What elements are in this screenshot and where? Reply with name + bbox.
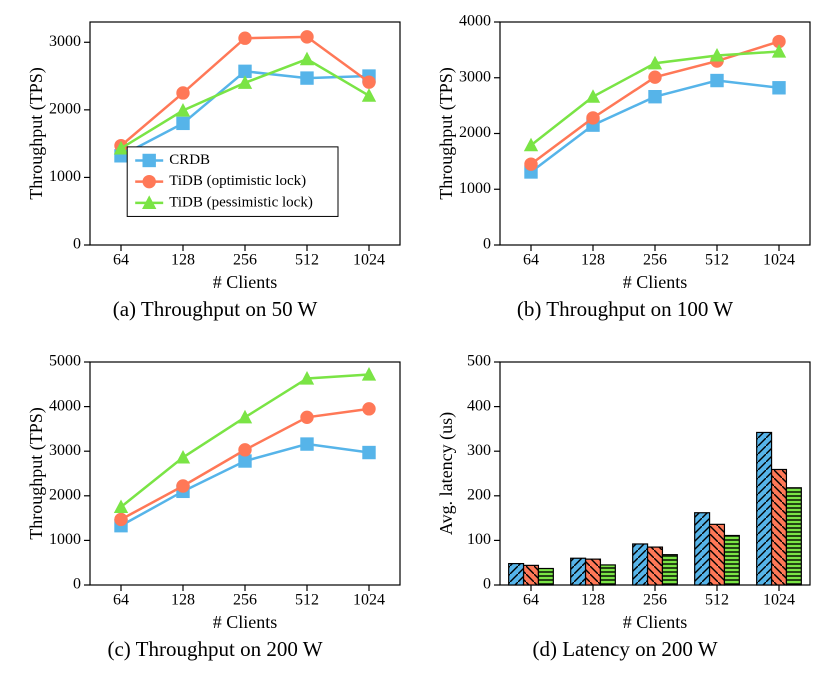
legend-label-crdb: CRDB (169, 152, 210, 168)
ytick-label: 2000 (459, 124, 491, 141)
bar-crdb (695, 513, 710, 585)
ytick-label: 500 (467, 353, 491, 370)
xtick-label: 512 (705, 251, 729, 268)
x-axis-label: # Clients (623, 612, 688, 632)
ytick-label: 3000 (49, 33, 81, 50)
ytick-label: 300 (467, 442, 491, 459)
xtick-label: 512 (295, 251, 319, 268)
bar-crdb (509, 564, 524, 585)
bar-tidb_opt (648, 547, 663, 585)
ytick-label: 4000 (459, 13, 491, 30)
ytick-label: 2000 (49, 486, 81, 503)
xtick-label: 1024 (353, 591, 385, 608)
bar-crdb (633, 544, 648, 585)
xtick-label: 128 (171, 591, 195, 608)
x-axis-label: # Clients (623, 272, 688, 292)
chart-b: 0 1000 2000 3000 4000 64 128 256 512 1024 # Client… (430, 10, 820, 310)
xtick-label: 1024 (763, 591, 795, 608)
bar-crdb (571, 558, 586, 585)
xtick-label: 256 (643, 591, 667, 608)
chart-c: 0 1000 2000 3000 4000 5000 64 128 256 512 1024 # Cl… (20, 350, 410, 650)
xtick-label: 256 (643, 251, 667, 268)
ytick-label: 0 (73, 576, 81, 593)
xtick-label: 128 (171, 251, 195, 268)
ytick-label: 3000 (459, 68, 491, 85)
line-series-tidb_opt (121, 37, 369, 146)
y-axis-label: Avg. latency (us) (436, 412, 457, 535)
bar-tidb_pes (662, 555, 677, 585)
ytick-label: 5000 (49, 353, 81, 370)
panel-a: 0 1000 2000 3000 64 128 256 512 1024 # Clients Thr… (20, 10, 410, 310)
caption-d: (d) Latency on 200 W (430, 637, 820, 662)
ytick-label: 2000 (49, 101, 81, 118)
bar-tidb_opt (772, 469, 787, 585)
x-axis-label: # Clients (213, 272, 278, 292)
chart-d: 0 100 200 300 400 500 64 128 256 512 1024 # Clients… (430, 350, 820, 650)
ytick-label: 100 (467, 531, 491, 548)
ytick-label: 3000 (49, 442, 81, 459)
bar-tidb_pes (724, 535, 739, 585)
xtick-label: 256 (233, 591, 257, 608)
ytick-label: 1000 (49, 531, 81, 548)
y-axis-label: Throughput (TPS) (436, 67, 457, 200)
xtick-label: 64 (113, 591, 129, 608)
ytick-label: 1000 (49, 168, 81, 185)
xtick-label: 64 (523, 251, 539, 268)
bar-tidb_opt (710, 524, 725, 585)
bar-tidb_pes (538, 568, 553, 585)
bar-crdb (757, 432, 772, 585)
ytick-label: 0 (73, 236, 81, 253)
xtick-label: 128 (581, 591, 605, 608)
ytick-label: 0 (483, 576, 491, 593)
bar-tidb_opt (586, 559, 601, 585)
xtick-label: 128 (581, 251, 605, 268)
bar-tidb_pes (600, 565, 615, 585)
xtick-label: 64 (523, 591, 539, 608)
legend: CRDB TiDB (optimistic lock) TiDB (pessimis… (127, 147, 338, 217)
xtick-label: 256 (233, 251, 257, 268)
y-axis-label: Throughput (TPS) (26, 67, 47, 200)
xtick-label: 1024 (353, 251, 385, 268)
legend-label-tidb_opt: TiDB (optimistic lock) (169, 173, 306, 189)
caption-b: (b) Throughput on 100 W (430, 297, 820, 322)
figure-root: 0100020003000641282565121024# ClientsThr… (0, 0, 832, 697)
bar-tidb_pes (786, 488, 801, 585)
xtick-label: 1024 (763, 251, 795, 268)
xtick-label: 64 (113, 251, 129, 268)
line-series-tidb_pes (121, 374, 369, 506)
xtick-label: 512 (295, 591, 319, 608)
legend-label-tidb_pes: TiDB (pessimistic lock) (169, 194, 313, 210)
caption-c: (c) Throughput on 200 W (20, 637, 410, 662)
ytick-label: 400 (467, 397, 491, 414)
chart-a: 0 1000 2000 3000 64 128 256 512 1024 # Clients Thr… (20, 10, 410, 310)
ytick-label: 4000 (49, 397, 81, 414)
x-axis-label: # Clients (213, 612, 278, 632)
ytick-label: 200 (467, 486, 491, 503)
xtick-label: 512 (705, 591, 729, 608)
bar-tidb_opt (524, 565, 539, 585)
ytick-label: 0 (483, 236, 491, 253)
ytick-label: 1000 (459, 180, 491, 197)
panel-c: 0 1000 2000 3000 4000 5000 64 128 256 512 1024 # Cl… (20, 350, 410, 650)
panel-d: 0 100 200 300 400 500 64 128 256 512 1024 # Clients… (430, 350, 820, 650)
panel-b: 0 1000 2000 3000 4000 64 128 256 512 1024 # Client… (430, 10, 820, 310)
y-axis-label: Throughput (TPS) (26, 407, 47, 540)
caption-a: (a) Throughput on 50 W (20, 297, 410, 322)
